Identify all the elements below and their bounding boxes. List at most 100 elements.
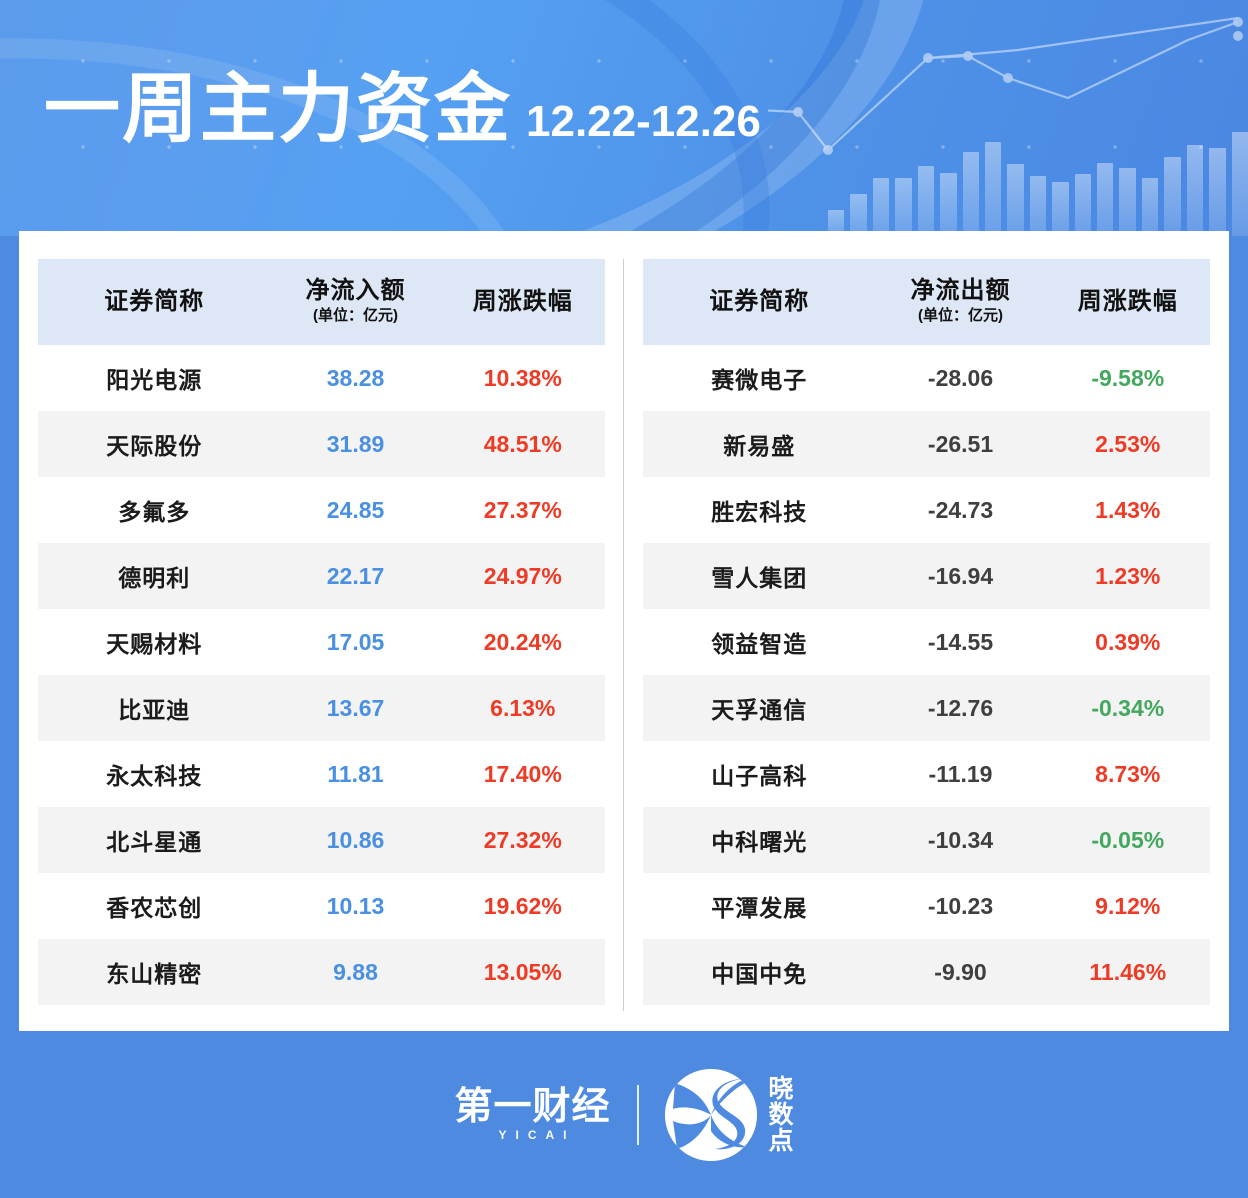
cell-net-amount: -26.51: [875, 411, 1046, 477]
table-row: 多氟多 24.85 27.37%: [38, 477, 605, 543]
table-row: 中国中免 -9.90 11.46%: [643, 939, 1210, 1005]
cell-security-name: 雪人集团: [643, 543, 876, 609]
cell-weekly-change: 8.73%: [1045, 741, 1210, 807]
cell-security-name: 多氟多: [38, 477, 271, 543]
cell-security-name: 东山精密: [38, 939, 271, 1005]
table-row: 香农芯创 10.13 19.62%: [38, 873, 605, 939]
cell-net-amount: 38.28: [270, 345, 441, 411]
table-row: 领益智造 -14.55 0.39%: [643, 609, 1210, 675]
table-row: 中科曙光 -10.34 -0.05%: [643, 807, 1210, 873]
table-row: 新易盛 -26.51 2.53%: [643, 411, 1210, 477]
column-header-security-name: 证券简称: [38, 259, 271, 345]
cell-net-amount: -28.06: [875, 345, 1046, 411]
table-row: 胜宏科技 -24.73 1.43%: [643, 477, 1210, 543]
cell-net-amount: -16.94: [875, 543, 1046, 609]
yicai-logo-text: 第一财经: [454, 1086, 611, 1128]
cell-security-name: 天孚通信: [643, 675, 876, 741]
cell-security-name: 德明利: [38, 543, 271, 609]
cell-security-name: 香农芯创: [38, 873, 271, 939]
date-range-label: 12.22-12.26: [526, 97, 761, 146]
poster-header: 一周主力资金 12.22-12.26: [0, 0, 1248, 236]
inflow-table: 证券简称 净流入额 (单位：亿元) 周涨跌幅 阳光电源 38.28 10.38% 天际…: [38, 259, 605, 1005]
xiaoshudian-logo: 晓 数 点: [664, 1068, 794, 1161]
cell-security-name: 山子高科: [643, 741, 876, 807]
cell-net-amount: 10.13: [270, 873, 441, 939]
footer-divider: [636, 1084, 639, 1145]
cell-weekly-change: -0.34%: [1045, 675, 1210, 741]
page-title: 一周主力资金: [44, 67, 512, 152]
tables-card: 证券简称 净流入额 (单位：亿元) 周涨跌幅 阳光电源 38.28 10.38% 天际…: [19, 231, 1229, 1031]
yicai-logo-subtext: YICAI: [498, 1128, 576, 1142]
table-row: 德明利 22.17 24.97%: [38, 543, 605, 609]
yicai-logo: 第一财经 YICAI: [454, 1088, 610, 1141]
cell-security-name: 胜宏科技: [643, 477, 876, 543]
cell-weekly-change: 9.12%: [1045, 873, 1210, 939]
header-bar-chart-decoration: [828, 86, 1248, 236]
cell-weekly-change: 24.97%: [440, 543, 605, 609]
cell-net-amount: -14.55: [875, 609, 1046, 675]
cell-weekly-change: 13.05%: [440, 939, 605, 1005]
cell-security-name: 中科曙光: [643, 807, 876, 873]
header-dot-pattern: [0, 0, 1248, 236]
cell-weekly-change: 11.46%: [1045, 939, 1210, 1005]
cell-security-name: 阳光电源: [38, 345, 271, 411]
cell-net-amount: 24.85: [270, 477, 441, 543]
cell-weekly-change: 6.13%: [440, 675, 605, 741]
column-header-weekly-change: 周涨跌幅: [440, 259, 605, 345]
table-row: 天赐材料 17.05 20.24%: [38, 609, 605, 675]
cell-net-amount: -10.34: [875, 807, 1046, 873]
tables-vertical-divider: [623, 259, 624, 1011]
xs-swirl-icon: [664, 1068, 757, 1161]
cell-net-amount: -12.76: [875, 675, 1046, 741]
cell-weekly-change: -9.58%: [1045, 345, 1210, 411]
outflow-table: 证券简称 净流出额 (单位：亿元) 周涨跌幅 赛微电子 -28.06 -9.58% 新…: [643, 259, 1210, 1005]
cell-net-amount: 11.81: [270, 741, 441, 807]
table-row: 北斗星通 10.86 27.32%: [38, 807, 605, 873]
table-row: 永太科技 11.81 17.40%: [38, 741, 605, 807]
inflow-table-header-row: 证券简称 净流入额 (单位：亿元) 周涨跌幅: [38, 259, 605, 345]
column-header-security-name: 证券简称: [643, 259, 876, 345]
cell-net-amount: 13.67: [270, 675, 441, 741]
cell-weekly-change: 27.37%: [440, 477, 605, 543]
cell-weekly-change: 19.62%: [440, 873, 605, 939]
xs-mark-icon: [664, 1068, 757, 1161]
cell-weekly-change: 20.24%: [440, 609, 605, 675]
poster-title-group: 一周主力资金 12.22-12.26: [44, 72, 761, 148]
cell-net-amount: 10.86: [270, 807, 441, 873]
cell-net-amount: 17.05: [270, 609, 441, 675]
xiaoshudian-label: 晓 数 点: [769, 1076, 794, 1154]
cell-security-name: 天赐材料: [38, 609, 271, 675]
cell-security-name: 比亚迪: [38, 675, 271, 741]
xiaoshudian-char: 点: [768, 1126, 794, 1155]
cell-weekly-change: 17.40%: [440, 741, 605, 807]
cell-weekly-change: 48.51%: [440, 411, 605, 477]
column-header-weekly-change: 周涨跌幅: [1045, 259, 1210, 345]
cell-net-amount: 22.17: [270, 543, 441, 609]
table-row: 山子高科 -11.19 8.73%: [643, 741, 1210, 807]
inflow-table-body: 阳光电源 38.28 10.38% 天际股份 31.89 48.51% 多氟多 24.85 27…: [38, 345, 605, 1005]
cell-weekly-change: 2.53%: [1045, 411, 1210, 477]
cell-weekly-change: 27.32%: [440, 807, 605, 873]
cell-weekly-change: 1.23%: [1045, 543, 1210, 609]
cell-security-name: 北斗星通: [38, 807, 271, 873]
footer-logo-group: 第一财经 YICAI 晓 数: [454, 1068, 794, 1161]
cell-weekly-change: 0.39%: [1045, 609, 1210, 675]
table-row: 赛微电子 -28.06 -9.58%: [643, 345, 1210, 411]
table-row: 天孚通信 -12.76 -0.34%: [643, 675, 1210, 741]
cell-weekly-change: 1.43%: [1045, 477, 1210, 543]
outflow-table-header-row: 证券简称 净流出额 (单位：亿元) 周涨跌幅: [643, 259, 1210, 345]
xiaoshudian-char: 晓: [768, 1074, 794, 1103]
header-line-chart-decoration: [768, 16, 1243, 155]
cell-security-name: 天际股份: [38, 411, 271, 477]
table-row: 比亚迪 13.67 6.13%: [38, 675, 605, 741]
cell-net-amount: 31.89: [270, 411, 441, 477]
cell-security-name: 中国中免: [643, 939, 876, 1005]
cell-net-amount: -24.73: [875, 477, 1046, 543]
cell-net-amount: -11.19: [875, 741, 1046, 807]
cell-security-name: 平潭发展: [643, 873, 876, 939]
cell-net-amount: -10.23: [875, 873, 1046, 939]
cell-weekly-change: -0.05%: [1045, 807, 1210, 873]
inflow-table-panel: 证券简称 净流入额 (单位：亿元) 周涨跌幅 阳光电源 38.28 10.38% 天际…: [19, 231, 624, 1031]
table-row: 雪人集团 -16.94 1.23%: [643, 543, 1210, 609]
